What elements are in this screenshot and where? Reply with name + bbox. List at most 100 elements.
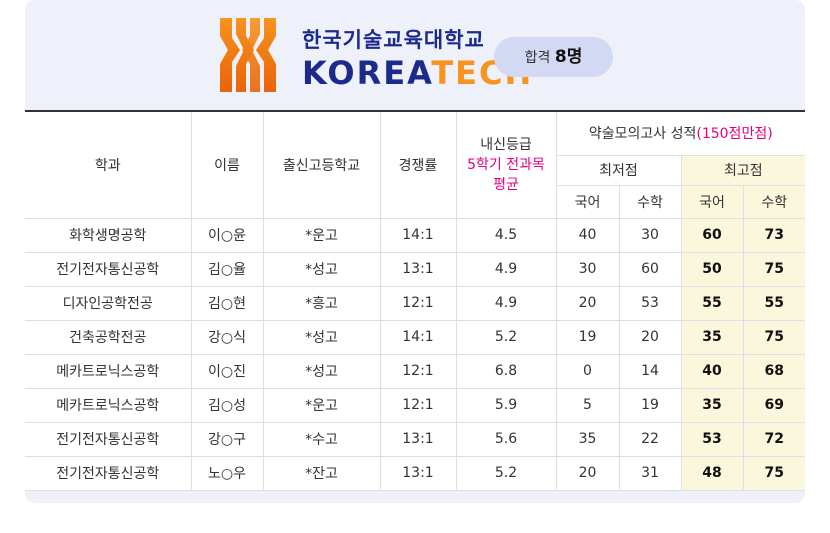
- header-grade-line3: 평균: [493, 176, 519, 193]
- table-row: 전기전자통신공학 김○율 *성고 13:1 4.9 30 60 50 75: [25, 251, 805, 287]
- cell-name: 김○성: [190, 387, 264, 423]
- header: 한국기술교육대학교 KOREATECH 합격 8명: [25, 0, 805, 110]
- cell-max-kor: 60: [680, 217, 744, 253]
- cell-name: 이○윤: [190, 217, 264, 253]
- cell-max-math: 68: [742, 353, 805, 389]
- header-max-kor: 국어: [680, 184, 744, 219]
- header-grade-line1: 내신등급: [480, 136, 532, 153]
- cell-min-kor: 5: [555, 387, 620, 423]
- cell-min-math: 19: [618, 387, 682, 423]
- cell-school: *성고: [262, 251, 381, 287]
- cell-max-kor: 55: [680, 285, 744, 321]
- cell-grade: 5.2: [455, 319, 557, 355]
- cell-grade: 4.9: [455, 285, 557, 321]
- cell-ratio: 13:1: [379, 455, 457, 491]
- header-min-math: 수학: [618, 184, 682, 219]
- cell-min-math: 20: [618, 319, 682, 355]
- cell-dept: 화학생명공학: [25, 217, 192, 253]
- cell-min-kor: 40: [555, 217, 620, 253]
- cell-max-math: 69: [742, 387, 805, 423]
- cell-max-math: 75: [742, 455, 805, 491]
- cell-max-kor: 53: [680, 421, 744, 457]
- cell-min-math: 60: [618, 251, 682, 287]
- cell-grade: 6.8: [455, 353, 557, 389]
- cell-min-math: 30: [618, 217, 682, 253]
- cell-grade: 5.2: [455, 455, 557, 491]
- cell-max-math: 55: [742, 285, 805, 321]
- cell-max-kor: 35: [680, 319, 744, 355]
- cell-dept: 메카트로닉스공학: [25, 387, 192, 423]
- results-table-body: 화학생명공학 이○윤 *운고 14:1 4.5 40 30 60 73 전기전자…: [25, 217, 805, 491]
- cell-name: 이○진: [190, 353, 264, 389]
- brand-wordmark-korea: KOREA: [302, 54, 432, 92]
- header-school: 출신고등학교: [262, 110, 381, 219]
- cell-name: 김○현: [190, 285, 264, 321]
- cell-grade: 5.9: [455, 387, 557, 423]
- cell-min-kor: 20: [555, 285, 620, 321]
- cell-max-kor: 40: [680, 353, 744, 389]
- header-max-score: 최고점: [680, 154, 805, 186]
- cell-grade: 4.9: [455, 251, 557, 287]
- admission-results-card: 한국기술교육대학교 KOREATECH 합격 8명 학과 이름 출신고등학교 경…: [25, 0, 805, 503]
- cell-ratio: 13:1: [379, 421, 457, 457]
- cell-min-kor: 20: [555, 455, 620, 491]
- table-row: 건축공학전공 강○식 *성고 14:1 5.2 19 20 35 75: [25, 319, 805, 355]
- cell-dept: 디자인공학전공: [25, 285, 192, 321]
- cell-max-kor: 48: [680, 455, 744, 491]
- table-row: 메카트로닉스공학 김○성 *운고 12:1 5.9 5 19 35 69: [25, 387, 805, 423]
- cell-school: *성고: [262, 353, 381, 389]
- cell-min-math: 31: [618, 455, 682, 491]
- cell-max-math: 73: [742, 217, 805, 253]
- header-min-kor: 국어: [556, 184, 620, 219]
- cell-name: 노○우: [190, 455, 264, 491]
- cell-dept: 메카트로닉스공학: [25, 353, 192, 389]
- header-grade-line2: 5학기 전과목: [467, 156, 545, 173]
- cell-max-math: 72: [742, 421, 805, 457]
- cell-min-kor: 30: [555, 251, 620, 287]
- cell-ratio: 14:1: [379, 319, 457, 355]
- cell-max-kor: 50: [680, 251, 744, 287]
- pass-label: 합격: [524, 50, 551, 66]
- table-row: 화학생명공학 이○윤 *운고 14:1 4.5 40 30 60 73: [25, 217, 805, 253]
- pass-count-badge: 합격 8명: [494, 37, 613, 77]
- cell-ratio: 13:1: [379, 251, 457, 287]
- cell-name: 강○구: [190, 421, 264, 457]
- cell-name: 강○식: [190, 319, 264, 355]
- table-row: 전기전자통신공학 노○우 *잔고 13:1 5.2 20 31 48 75: [25, 455, 805, 491]
- cell-ratio: 12:1: [379, 285, 457, 321]
- university-logo-icon: [220, 18, 276, 92]
- cell-ratio: 14:1: [379, 217, 457, 253]
- cell-ratio: 12:1: [379, 387, 457, 423]
- cell-min-math: 53: [618, 285, 682, 321]
- cell-min-math: 14: [618, 353, 682, 389]
- cell-school: *수고: [262, 421, 381, 457]
- header-name: 이름: [190, 110, 264, 219]
- cell-dept: 전기전자통신공학: [25, 455, 192, 491]
- header-mock-title: 약술모의고사 성적: [588, 126, 697, 143]
- university-name: 한국기술교육대학교: [302, 28, 485, 52]
- cell-min-math: 22: [618, 421, 682, 457]
- cell-max-kor: 35: [680, 387, 744, 423]
- cell-max-math: 75: [742, 251, 805, 287]
- cell-grade: 4.5: [455, 217, 557, 253]
- table-row: 메카트로닉스공학 이○진 *성고 12:1 6.8 0 14 40 68: [25, 353, 805, 389]
- cell-min-kor: 19: [555, 319, 620, 355]
- cell-dept: 전기전자통신공학: [25, 421, 192, 457]
- cell-min-kor: 0: [555, 353, 620, 389]
- header-mock-exam: 약술모의고사 성적(150점만점): [555, 110, 805, 156]
- cell-dept: 전기전자통신공학: [25, 251, 192, 287]
- header-mock-note: (150점만점): [696, 126, 773, 143]
- results-table: 학과 이름 출신고등학교 경쟁률 내신등급 5학기 전과목 평균 약술모의고사 …: [25, 110, 805, 491]
- cell-school: *성고: [262, 319, 381, 355]
- cell-dept: 건축공학전공: [25, 319, 192, 355]
- cell-name: 김○율: [190, 251, 264, 287]
- header-grade: 내신등급 5학기 전과목 평균: [455, 110, 557, 219]
- header-min-score: 최저점: [556, 154, 682, 186]
- table-row: 디자인공학전공 김○현 *흥고 12:1 4.9 20 53 55 55: [25, 285, 805, 321]
- cell-school: *운고: [262, 387, 381, 423]
- cell-ratio: 12:1: [379, 353, 457, 389]
- header-dept: 학과: [25, 110, 192, 219]
- cell-school: *흥고: [262, 285, 381, 321]
- header-max-math: 수학: [742, 184, 805, 219]
- cell-min-kor: 35: [555, 421, 620, 457]
